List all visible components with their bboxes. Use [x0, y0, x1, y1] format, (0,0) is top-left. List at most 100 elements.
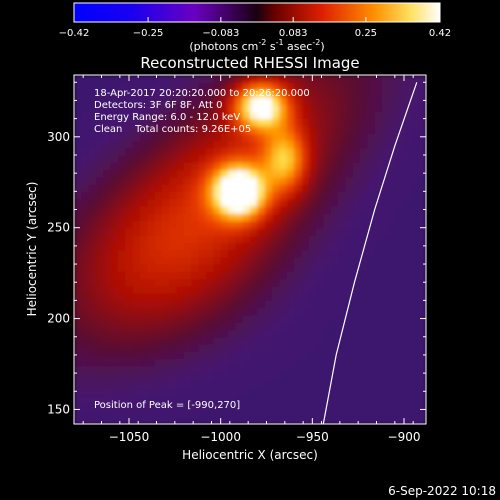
heatmap-cell — [242, 373, 251, 381]
heatmap-cell — [330, 336, 339, 345]
heatmap-cell — [279, 169, 288, 178]
heatmap-cell — [242, 256, 251, 265]
heatmap-cell — [110, 154, 119, 163]
heatmap-cell — [147, 227, 156, 236]
heatmap-cell — [411, 234, 420, 243]
heatmap-cell — [110, 133, 119, 142]
heatmap-cell — [382, 373, 390, 381]
heatmap-cell — [345, 118, 354, 127]
heatmap-cell — [367, 373, 376, 381]
heatmap-cell — [330, 111, 339, 120]
heatmap-cell — [154, 213, 163, 222]
heatmap-cell — [191, 285, 200, 294]
heatmap-cell — [242, 169, 251, 178]
heatmap-cell — [396, 278, 405, 287]
heatmap-cell — [235, 176, 244, 185]
heatmap-cell — [125, 169, 134, 178]
solar-limb — [322, 82, 418, 424]
heatmap-cell — [103, 314, 112, 323]
heatmap-cell — [308, 351, 317, 360]
heatmap-cell — [389, 133, 398, 142]
heatmap-cell — [162, 184, 170, 192]
heatmap-cell — [191, 256, 200, 265]
heatmap-cell — [352, 220, 361, 229]
heatmap-cell — [345, 416, 354, 424]
heatmap-cell — [103, 336, 112, 345]
heatmap-cell — [96, 402, 104, 411]
heatmap-cell — [220, 82, 229, 91]
heatmap-cell — [206, 191, 214, 200]
heatmap-cell — [367, 198, 376, 207]
heatmap-cell — [96, 205, 104, 214]
heatmap-cell — [228, 278, 236, 287]
heatmap-cell — [264, 344, 273, 352]
heatmap-cell — [125, 373, 134, 381]
heatmap-cell — [103, 285, 112, 294]
heatmap-cell — [352, 373, 361, 381]
heatmap-cell — [74, 409, 82, 418]
y-tick-label: 150 — [47, 402, 70, 416]
heatmap-cell — [140, 205, 148, 214]
heatmap-cell — [228, 104, 236, 112]
heatmap-cell — [74, 322, 82, 331]
heatmap-cell — [125, 82, 134, 91]
heatmap-cell — [235, 82, 244, 91]
heatmap-cell — [176, 351, 185, 360]
heatmap-cell — [367, 234, 376, 243]
heatmap-cell — [198, 147, 207, 156]
heatmap-cell — [374, 104, 383, 112]
heatmap-cell — [389, 278, 398, 287]
heatmap-cell — [118, 147, 126, 156]
heatmap-cell — [235, 344, 244, 352]
heatmap-cell — [184, 285, 192, 294]
heatmap-cell — [213, 285, 222, 294]
heatmap-cell — [316, 394, 324, 403]
heatmap-cell — [198, 271, 207, 280]
heatmap-cell — [382, 162, 390, 171]
heatmap-cell — [154, 75, 163, 83]
heatmap-cell — [235, 162, 244, 171]
heatmap-cell — [323, 314, 332, 323]
heatmap-cell — [272, 322, 280, 331]
heatmap-cell — [96, 249, 104, 258]
heatmap-cell — [411, 75, 420, 83]
heatmap-cell — [96, 329, 104, 338]
heatmap-cell — [367, 191, 376, 200]
heatmap-cell — [330, 256, 339, 265]
heatmap-cell — [184, 300, 192, 309]
heatmap-cell — [228, 365, 236, 374]
heatmap-cell — [272, 213, 280, 222]
heatmap-cell — [374, 322, 383, 331]
heatmap-cell — [206, 344, 214, 352]
heatmap-cell — [213, 307, 222, 316]
heatmap-cell — [74, 96, 82, 105]
heatmap-cell — [272, 380, 280, 389]
heatmap-cell — [257, 191, 266, 200]
heatmap-cell — [352, 365, 361, 374]
heatmap-cell — [294, 249, 302, 258]
heatmap-cell — [191, 133, 200, 142]
heatmap-cell — [81, 365, 90, 374]
heatmap-cell — [338, 118, 346, 127]
heatmap-cell — [286, 191, 295, 200]
heatmap-cell — [367, 75, 376, 83]
heatmap-cell — [396, 154, 405, 163]
heatmap-cell — [352, 322, 361, 331]
heatmap-cell — [191, 75, 200, 83]
heatmap-cell — [228, 358, 236, 367]
heatmap-cell — [286, 89, 295, 98]
heatmap-cell — [404, 409, 412, 418]
heatmap-cell — [389, 213, 398, 222]
heatmap-cell — [294, 380, 302, 389]
heatmap-cell — [169, 293, 178, 301]
heatmap-cell — [132, 300, 141, 309]
heatmap-cell — [74, 220, 82, 229]
heatmap-cell — [382, 402, 390, 411]
heatmap-cell — [110, 147, 119, 156]
heatmap-cell — [404, 140, 412, 149]
heatmap-cell — [323, 242, 332, 251]
heatmap-cell — [74, 307, 82, 316]
heatmap-cell — [352, 125, 361, 134]
heatmap-cell — [264, 118, 273, 127]
heatmap-cell — [250, 373, 258, 381]
